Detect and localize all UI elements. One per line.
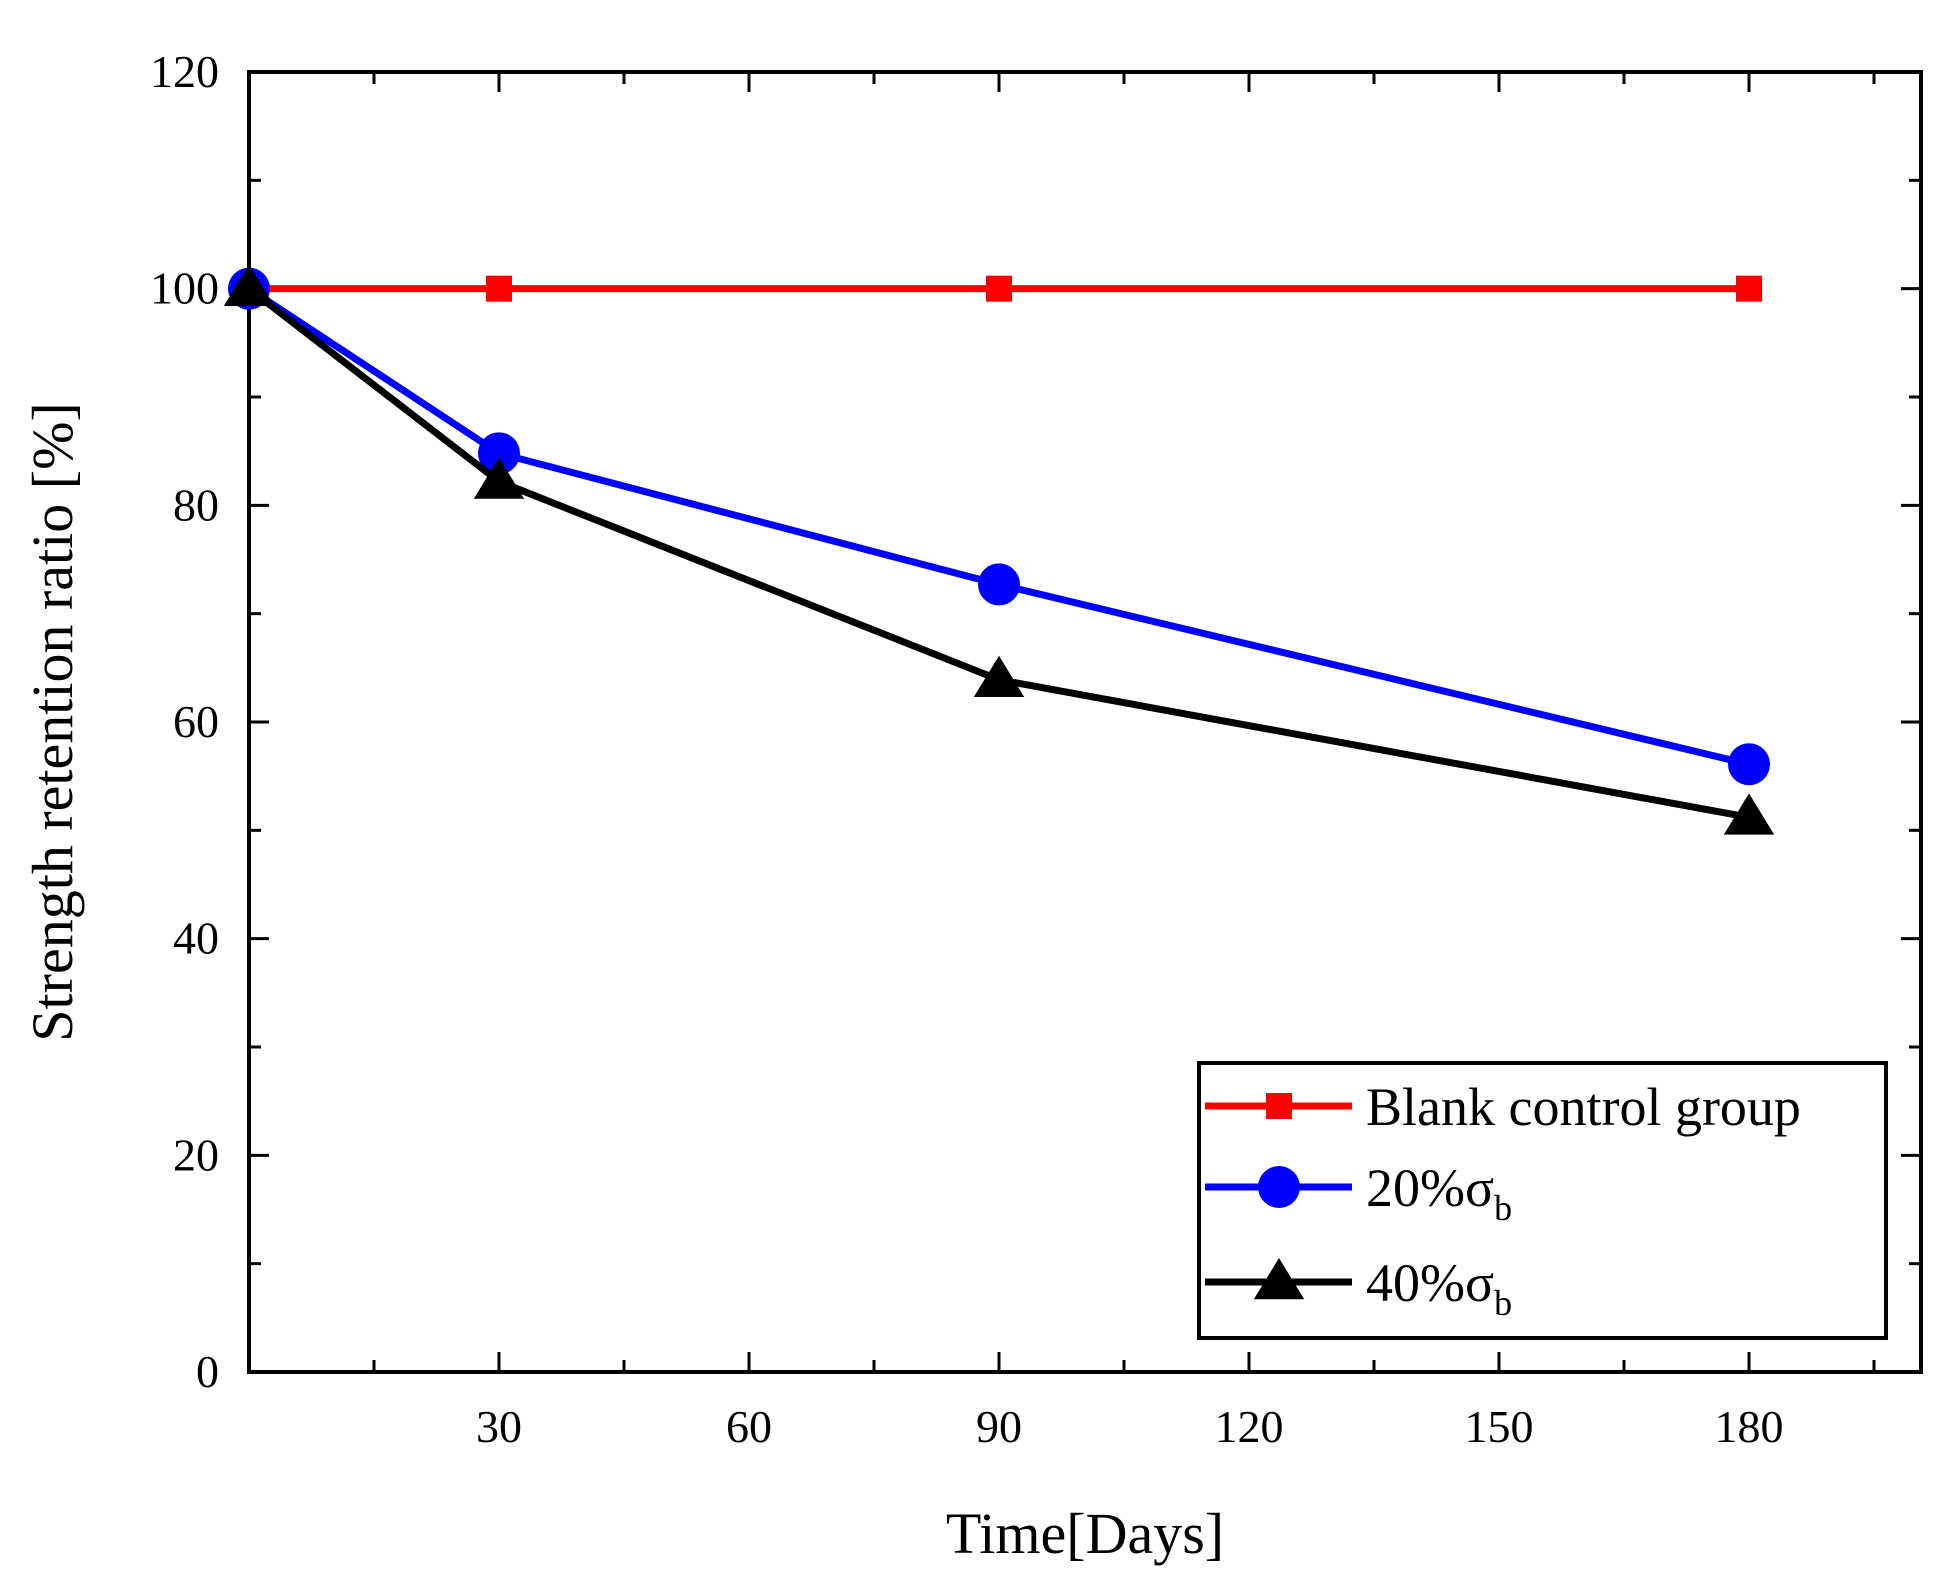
- y-tick-label: 80: [173, 479, 219, 530]
- legend-subscript: b: [1494, 1283, 1512, 1323]
- legend-marker: [1266, 1093, 1292, 1119]
- x-tick-label: 90: [976, 1401, 1022, 1452]
- y-tick-label: 60: [173, 696, 219, 747]
- series-square: [236, 275, 1762, 302]
- data-point: [478, 432, 520, 475]
- x-tick-label: 120: [1215, 1401, 1284, 1452]
- y-tick-label: 0: [196, 1346, 219, 1397]
- legend-label: 20%σb: [1366, 1158, 1512, 1228]
- data-point: [973, 655, 1025, 698]
- x-tick-label: 180: [1715, 1401, 1784, 1452]
- series-layer: [223, 264, 1775, 835]
- data-point: [1728, 743, 1770, 786]
- tick-labels: 0 20 40 60 80 100 120 30 60 90 120 150 180: [150, 46, 1784, 1452]
- legend-label: 40%σb: [1366, 1253, 1512, 1323]
- series-circle: [228, 267, 1770, 786]
- data-point: [986, 275, 1012, 302]
- legend-marker: [1253, 1258, 1305, 1300]
- y-tick-label: 100: [150, 263, 219, 314]
- y-tick-label: 40: [173, 913, 219, 964]
- y-tick-label: 120: [150, 46, 219, 97]
- x-tick-label: 30: [476, 1401, 522, 1452]
- axis-ticks: [249, 70, 1921, 1374]
- legend-subscript: b: [1494, 1188, 1512, 1228]
- series-triangle: [223, 264, 1775, 835]
- data-point: [1736, 275, 1762, 302]
- x-axis-label: Time[Days]: [946, 1501, 1224, 1566]
- data-point: [486, 275, 512, 302]
- data-point: [223, 264, 275, 306]
- x-tick-label: 150: [1465, 1401, 1534, 1452]
- legend-label: Blank control group: [1366, 1077, 1801, 1137]
- series-line: [247, 285, 1750, 768]
- y-axis-label: Strength retention ratio [%]: [20, 402, 85, 1041]
- legend: Blank control group 20%σb 40%σb: [1197, 1061, 1888, 1340]
- data-point: [1723, 793, 1775, 835]
- y-tick-label: 20: [173, 1129, 219, 1180]
- data-point: [978, 563, 1020, 606]
- data-point: [473, 457, 525, 499]
- legend-entries: Blank control group 20%σb 40%σb: [1205, 1077, 1801, 1323]
- legend-marker: [1258, 1166, 1300, 1208]
- series-line: [246, 285, 1750, 821]
- x-tick-label: 60: [726, 1401, 772, 1452]
